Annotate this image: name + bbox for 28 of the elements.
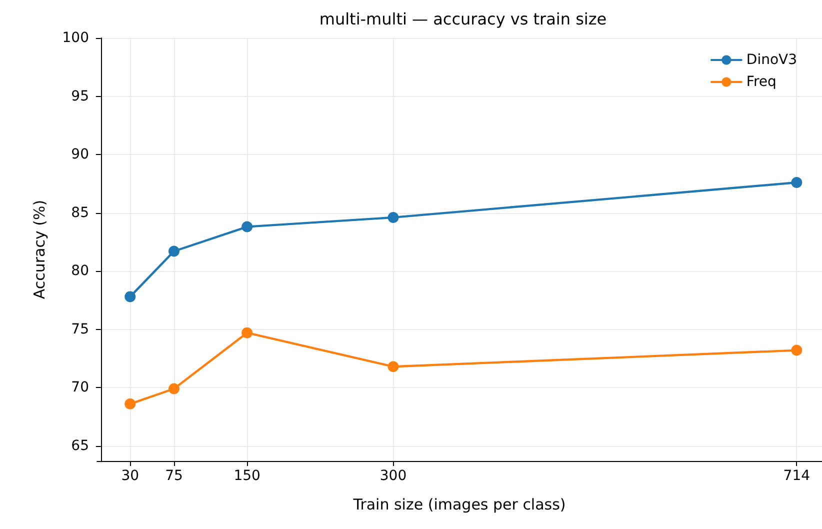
point	[168, 246, 180, 257]
x-tick-label: 150	[234, 468, 260, 484]
point	[242, 221, 253, 232]
y-tick-label: 65	[71, 438, 89, 454]
legend-label: Freq	[746, 74, 776, 90]
point	[791, 344, 802, 356]
point	[124, 291, 136, 302]
y-tick-label: 80	[71, 263, 89, 280]
point	[791, 177, 802, 188]
y-tick-label: 95	[71, 88, 89, 104]
point	[388, 212, 399, 223]
x-tick-label: 300	[380, 468, 407, 484]
chart-title: multi-multi — accuracy vs train size	[319, 10, 607, 28]
x-axis-title: Train size (images per class)	[352, 496, 566, 514]
y-tick-label: 85	[71, 204, 89, 221]
legend-label: DinoV3	[746, 52, 797, 68]
x-tick-label: 714	[783, 468, 810, 484]
point	[168, 383, 180, 394]
y-tick-label: 100	[62, 30, 89, 46]
x-tick-label: 75	[165, 468, 183, 484]
y-tick-label: 90	[71, 146, 89, 163]
y-tick-label: 70	[71, 380, 89, 396]
point	[124, 398, 136, 410]
x-tick-label: 30	[121, 468, 140, 484]
point	[388, 361, 399, 372]
y-axis-title: Accuracy (%)	[30, 200, 48, 300]
point	[242, 327, 253, 338]
y-tick-label: 75	[71, 321, 89, 338]
